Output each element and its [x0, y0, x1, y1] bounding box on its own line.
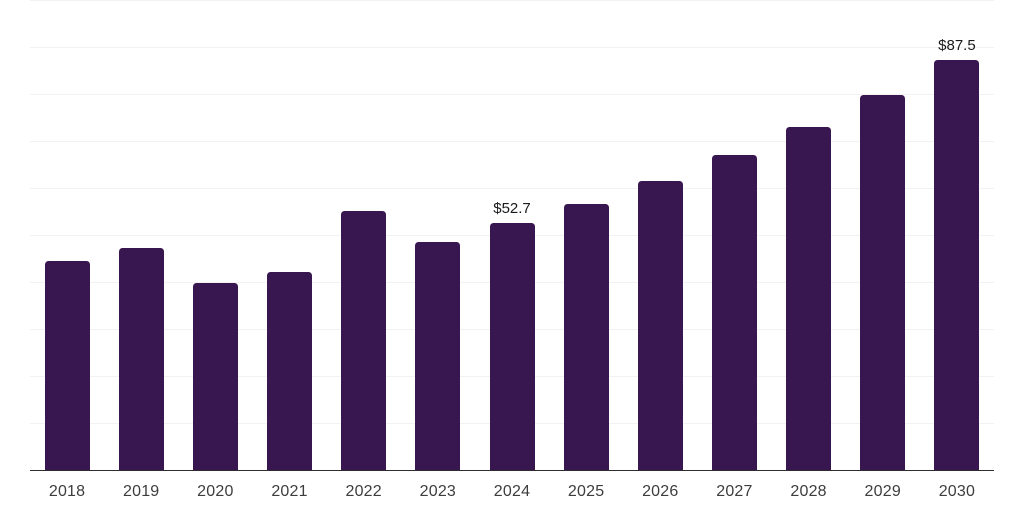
- gridline-90: [30, 47, 994, 48]
- x-tick-label-2029: 2029: [864, 483, 901, 500]
- x-tick-label-2030: 2030: [938, 483, 976, 500]
- bar-value-label-2030: $87.5: [938, 36, 976, 54]
- bar-2030: [934, 59, 980, 471]
- bar-2028: [786, 126, 832, 471]
- bar-2025: [563, 203, 609, 471]
- x-tick-label-2022: 2022: [345, 483, 382, 500]
- x-tick-label-2027: 2027: [716, 483, 753, 500]
- bar-2021: [267, 271, 313, 471]
- bar-2029: [860, 95, 906, 471]
- bar-2020: [192, 282, 238, 471]
- x-tick-label-2023: 2023: [419, 483, 457, 500]
- gridline-80: [30, 94, 994, 95]
- bar-2022: [341, 211, 387, 471]
- bar-2023: [415, 241, 461, 471]
- x-tick-label-2028: 2028: [790, 483, 827, 500]
- bar-2019: [118, 248, 164, 471]
- x-tick-label-2018: 2018: [48, 483, 86, 500]
- x-tick-label-2019: 2019: [123, 483, 160, 500]
- x-tick-label-2024: 2024: [493, 483, 531, 500]
- bar-2018: [44, 260, 90, 471]
- x-tick-label-2025: 2025: [567, 483, 605, 500]
- bar-2026: [637, 181, 683, 471]
- gridline-60: [30, 188, 994, 189]
- x-axis-line: [30, 469, 994, 471]
- x-tick-label-2026: 2026: [642, 483, 679, 500]
- bar-2024: [489, 223, 535, 471]
- plot-area: $52.7 $87.5: [30, 0, 994, 471]
- bar-value-label-2024: $52.7: [493, 200, 531, 218]
- gridline-70: [30, 141, 994, 142]
- x-tick-label-2021: 2021: [271, 483, 308, 500]
- gridline-100: [30, 0, 994, 1]
- x-tick-label-2020: 2020: [197, 483, 234, 500]
- bar-2027: [711, 155, 757, 471]
